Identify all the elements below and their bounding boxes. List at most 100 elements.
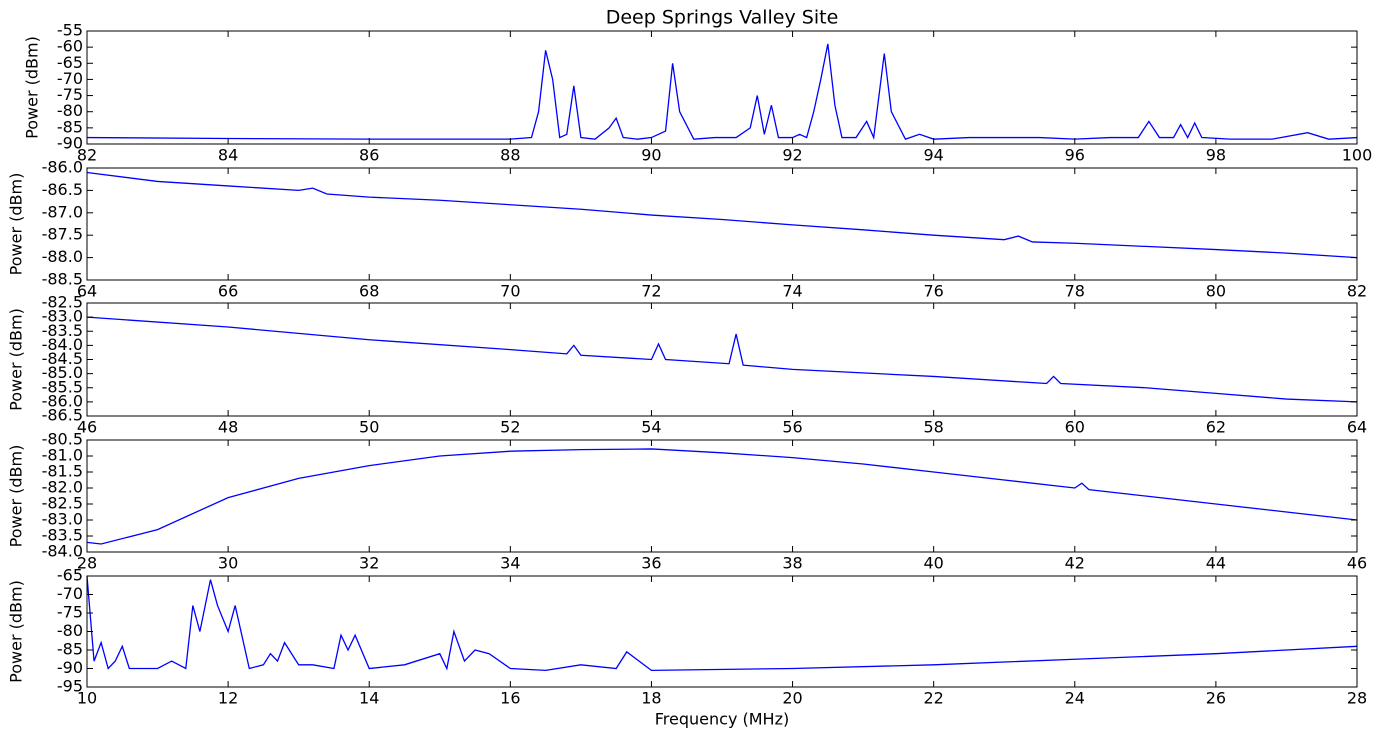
x-tick-label: 44	[1206, 554, 1226, 573]
axes-frame	[86, 302, 1358, 417]
y-tick-label: -85.0	[42, 363, 83, 382]
x-tick-label: 12	[218, 689, 238, 708]
y-tick-label: -90	[57, 134, 83, 153]
x-tick-label: 34	[500, 554, 520, 573]
x-tick-label: 46	[77, 418, 97, 437]
axes-frame	[86, 439, 1358, 553]
y-tick-label: -83.0	[42, 510, 83, 529]
y-tick-label: -80.5	[42, 430, 83, 449]
x-tick-label: 62	[1206, 418, 1226, 437]
y-tick-label: -86.0	[42, 158, 83, 177]
x-tick-label: 10	[77, 689, 97, 708]
y-tick-label: -84.0	[42, 542, 83, 561]
x-tick-label: 86	[359, 146, 379, 165]
x-tick-label: 80	[1206, 282, 1226, 301]
y-tick-label: -80	[57, 101, 83, 120]
series-line	[86, 575, 1358, 672]
x-tick-label: 96	[1065, 146, 1085, 165]
y-tick-label: -84.5	[42, 349, 83, 368]
y-tick-label: -86.0	[42, 391, 83, 410]
y-tick-label: -55	[57, 21, 83, 40]
x-tick-label: 82	[1347, 282, 1367, 301]
y-tick-label: -75	[57, 603, 83, 622]
y-tick-label: -81.5	[42, 462, 83, 481]
y-axis-label: Power (dBm)	[7, 173, 26, 276]
chart-title: Deep Springs Valley Site	[606, 7, 839, 29]
y-tick-label: -83.5	[42, 321, 83, 340]
y-tick-label: -82.5	[42, 293, 83, 312]
series-line	[86, 316, 1358, 403]
x-tick-label: 94	[923, 146, 943, 165]
x-tick-label: 72	[641, 282, 661, 301]
x-tick-label: 78	[1065, 282, 1085, 301]
x-tick-label: 100	[1342, 146, 1373, 165]
x-tick-label: 66	[218, 282, 238, 301]
y-tick-label: -85	[57, 117, 83, 136]
x-tick-label: 16	[500, 689, 520, 708]
series-line	[86, 43, 1358, 140]
x-tick-label: 90	[641, 146, 661, 165]
x-tick-label: 52	[500, 418, 520, 437]
x-tick-label: 36	[641, 554, 661, 573]
y-tick-label: -80	[57, 621, 83, 640]
y-tick-label: -83.5	[42, 526, 83, 545]
y-axis-label: Power (dBm)	[7, 580, 26, 683]
x-tick-label: 28	[1347, 689, 1367, 708]
axes-frame	[86, 575, 1358, 688]
x-tick-label: 40	[923, 554, 943, 573]
y-axis-label: Power (dBm)	[7, 445, 26, 548]
x-tick-label: 42	[1065, 554, 1085, 573]
y-tick-label: -95	[57, 677, 83, 696]
y-tick-label: -86.5	[42, 406, 83, 425]
x-tick-label: 22	[923, 689, 943, 708]
x-tick-label: 14	[359, 689, 379, 708]
y-tick-label: -83.0	[42, 307, 83, 326]
y-tick-label: -65	[57, 53, 83, 72]
series-line	[86, 171, 1358, 259]
x-tick-label: 64	[77, 282, 97, 301]
x-tick-label: 60	[1065, 418, 1085, 437]
x-tick-label: 18	[641, 689, 661, 708]
y-tick-label: -82.0	[42, 478, 83, 497]
x-tick-label: 58	[923, 418, 943, 437]
y-tick-label: -87.0	[42, 202, 83, 221]
x-tick-label: 56	[782, 418, 802, 437]
axes-frame	[86, 167, 1358, 281]
series-line	[86, 448, 1358, 545]
x-tick-label: 70	[500, 282, 520, 301]
y-axis-label: Power (dBm)	[7, 308, 26, 411]
x-tick-label: 24	[1065, 689, 1085, 708]
y-tick-label: -88.0	[42, 247, 83, 266]
x-tick-label: 74	[782, 282, 802, 301]
x-tick-label: 82	[77, 146, 97, 165]
x-axis-label: Frequency (MHz)	[655, 710, 789, 729]
x-tick-label: 54	[641, 418, 661, 437]
y-tick-label: -88.5	[42, 270, 83, 289]
y-tick-label: -70	[57, 69, 83, 88]
x-tick-label: 46	[1347, 554, 1367, 573]
y-tick-label: -81.0	[42, 446, 83, 465]
y-tick-label: -70	[57, 584, 83, 603]
x-tick-label: 30	[218, 554, 238, 573]
y-tick-label: -85.5	[42, 377, 83, 396]
x-tick-label: 68	[359, 282, 379, 301]
y-axis-label: Power (dBm)	[23, 36, 42, 139]
y-tick-label: -87.5	[42, 225, 83, 244]
x-tick-label: 84	[218, 146, 238, 165]
y-tick-label: -65	[57, 566, 83, 585]
y-tick-label: -60	[57, 37, 83, 56]
axes-frame	[86, 30, 1358, 145]
x-tick-label: 88	[500, 146, 520, 165]
x-tick-label: 28	[77, 554, 97, 573]
x-tick-label: 50	[359, 418, 379, 437]
x-tick-label: 64	[1347, 418, 1367, 437]
y-tick-label: -75	[57, 85, 83, 104]
y-tick-label: -82.5	[42, 494, 83, 513]
y-tick-label: -86.5	[42, 180, 83, 199]
x-tick-label: 32	[359, 554, 379, 573]
x-tick-label: 38	[782, 554, 802, 573]
x-tick-label: 20	[782, 689, 802, 708]
x-tick-label: 26	[1206, 689, 1226, 708]
